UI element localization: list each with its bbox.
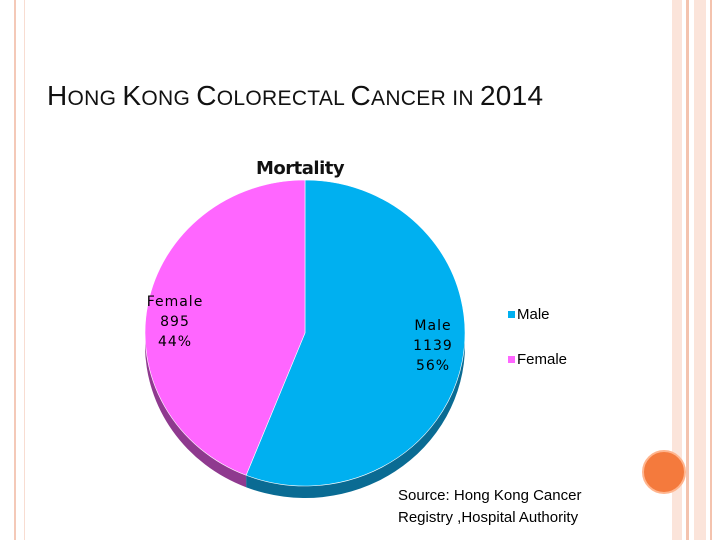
slice-label-female: Female 895 44% <box>140 292 210 352</box>
legend-label-male: Male <box>517 305 550 323</box>
decorative-stripes <box>672 0 720 540</box>
slide-title: HONG KONG COLORECTAL CANCER IN 2014 <box>47 80 543 112</box>
slide-title-part: ONG <box>141 87 197 110</box>
left-accent-line <box>14 0 16 540</box>
pie-side-female <box>145 333 247 488</box>
slide-title-part: IN <box>452 87 480 110</box>
slice-label-female-value: 895 <box>160 314 190 330</box>
pie-slice-female <box>144 179 306 476</box>
legend-item-female: Female <box>508 349 567 369</box>
source-line-2: Registry ,Hospital Authority <box>398 509 579 526</box>
decorative-circle <box>642 450 686 494</box>
slice-label-female-percent: 44% <box>157 334 193 350</box>
legend-swatch-female <box>508 355 515 363</box>
pie-side-male <box>246 333 465 498</box>
chart-title: Mortality <box>256 158 345 179</box>
source-citation: Source: Hong Kong Cancer Registry ,Hospi… <box>398 485 581 529</box>
legend-item-male: Male <box>508 304 567 324</box>
slide-title-part: 2014 <box>479 80 544 111</box>
slice-label-female-name: Female <box>146 294 204 310</box>
slide-title-part: C <box>196 80 217 111</box>
slide-title-part: ONG <box>67 87 123 110</box>
chart-legend: Male Female <box>508 304 567 394</box>
slice-label-male-percent: 56% <box>415 358 451 374</box>
slice-label-male: Male 1139 56% <box>398 316 468 376</box>
pie-slice-male <box>245 179 466 487</box>
slide-title-part: K <box>122 80 142 111</box>
legend-swatch-male <box>508 310 515 318</box>
slice-label-male-name: Male <box>414 318 452 334</box>
legend-label-female: Female <box>517 350 568 368</box>
slide-title-part: H <box>47 80 68 111</box>
slide-title-part: C <box>350 80 372 111</box>
source-line-1: Source: Hong Kong Cancer <box>398 487 582 504</box>
slice-label-male-value: 1139 <box>413 338 453 354</box>
slide-title-part: OLORECTAL <box>216 87 351 110</box>
left-accent-line-inner <box>24 0 25 540</box>
slide-title-part: ANCER <box>371 87 453 110</box>
